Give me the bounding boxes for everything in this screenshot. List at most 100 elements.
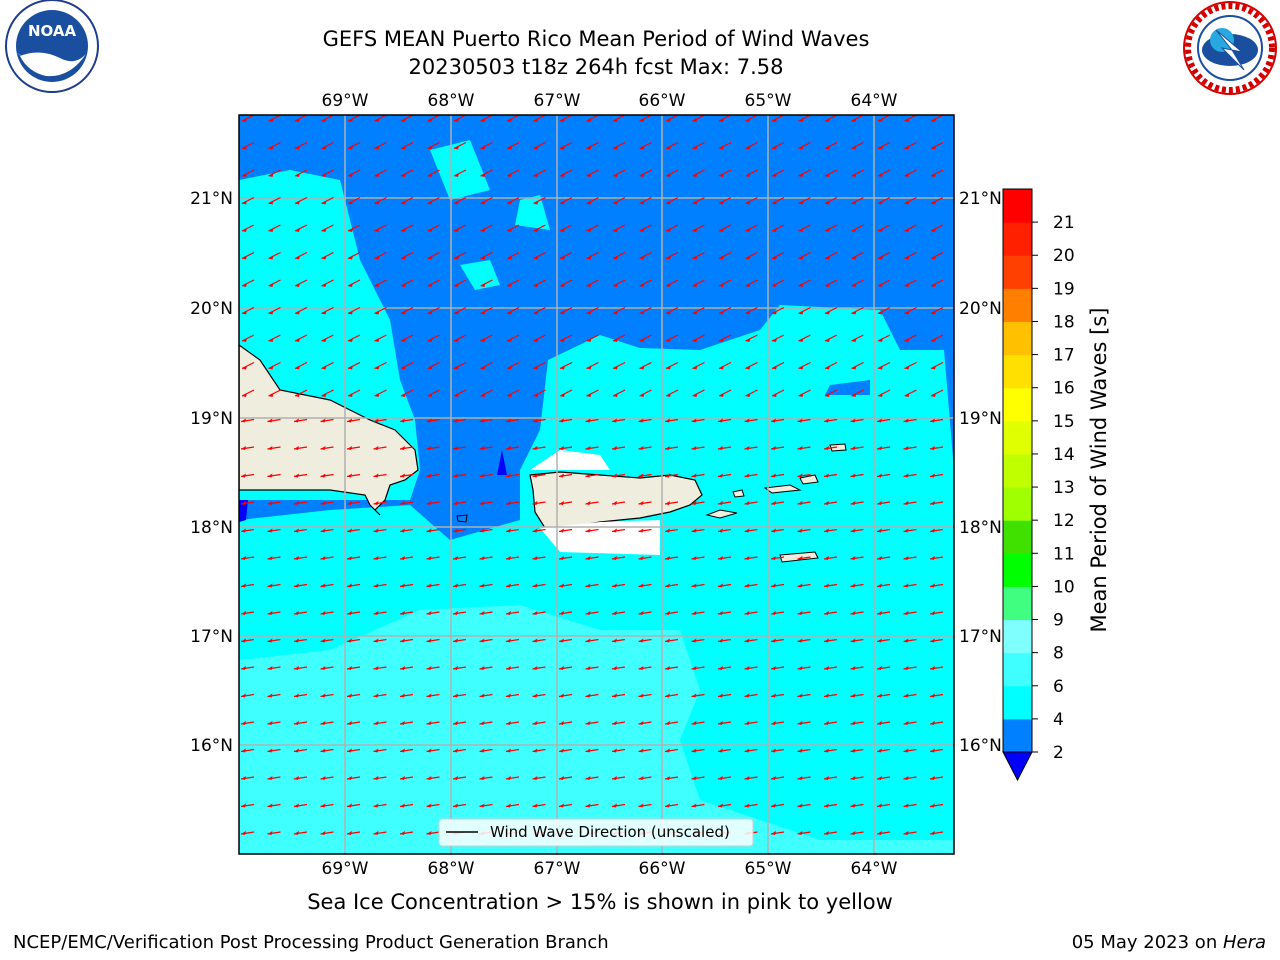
wind-arrow-head <box>718 748 723 753</box>
wind-arrow-head <box>771 556 776 560</box>
wind-arrow-head <box>427 145 433 150</box>
wind-arrow-head <box>479 556 485 560</box>
wind-arrow-head <box>585 638 591 643</box>
wind-arrow-head <box>903 638 909 643</box>
wind-arrow-head <box>294 666 299 670</box>
wind-arrow-head <box>241 803 246 808</box>
wind-arrow-head <box>771 803 776 808</box>
wind-arrow-head <box>320 583 326 588</box>
wind-arrow-head <box>930 693 935 698</box>
wind-arrow-head <box>295 393 300 397</box>
wind-arrow-head <box>426 446 432 450</box>
wind-arrow-head <box>824 666 829 670</box>
caption: Sea Ice Concentration > 15% is shown in … <box>307 890 893 914</box>
wind-arrow-head <box>426 528 432 533</box>
wind-arrow-head <box>532 638 538 643</box>
wind-arrow-head <box>666 283 671 287</box>
wind-arrow-head <box>904 283 910 287</box>
wind-arrow-head <box>507 283 512 287</box>
wind-arrow-head <box>850 803 856 808</box>
noaa-logo: NOAA <box>5 0 99 93</box>
wind-arrow-head <box>772 365 777 370</box>
wind-arrow-head <box>692 200 698 205</box>
wind-arrow-head <box>321 310 327 315</box>
wind-arrow-head <box>903 473 909 478</box>
wind-arrow-head <box>241 693 246 698</box>
wind-arrow-head <box>560 255 565 260</box>
wind-arrow-head <box>719 228 724 232</box>
lon-label-top: 65°W <box>745 91 792 111</box>
colorbar-segment <box>1003 453 1032 488</box>
wind-arrow-head <box>533 365 539 370</box>
colorbar: 2 4 6 8 9 10 11 12 13 14 15 16 17 18 19 20 21 <box>1002 188 1075 782</box>
wind-arrow-head <box>851 118 857 122</box>
wind-arrow-head <box>374 283 380 287</box>
wind-arrow-head <box>320 666 326 670</box>
wind-arrow-head <box>374 118 380 122</box>
wind-arrow-head <box>480 145 486 150</box>
wind-arrow-head <box>691 666 697 670</box>
wind-arrow-head <box>373 803 379 808</box>
wind-arrow-head <box>373 666 379 670</box>
wind-arrow-head <box>745 255 751 260</box>
wind-arrow-head <box>454 255 459 260</box>
wind-arrow-head <box>506 528 511 533</box>
lat-label-left: 17°N <box>190 627 233 647</box>
wind-arrow-head <box>294 528 299 533</box>
wind-arrow-head <box>877 748 882 753</box>
wind-arrow-head <box>718 528 723 533</box>
wind-arrow-head <box>401 365 406 370</box>
wind-arrow-head <box>612 418 617 423</box>
colorbar-tick-label: 6 <box>1053 677 1064 697</box>
wind-arrow-head <box>453 446 458 450</box>
wind-arrow-head <box>851 393 857 397</box>
wind-arrow-head <box>294 446 299 450</box>
wind-arrow-head <box>400 528 405 533</box>
wind-arrow-head <box>506 446 511 450</box>
wind-arrow-head <box>507 228 512 232</box>
wind-arrow-head <box>692 255 698 260</box>
wind-arrow-head <box>453 803 458 808</box>
wind-arrow-head <box>506 776 511 780</box>
wind-arrow-head <box>824 528 829 533</box>
wind-arrow-head <box>295 145 300 150</box>
wind-arrow-head <box>824 748 829 753</box>
wind-arrow-head <box>666 338 671 342</box>
wind-arrow-head <box>745 283 751 287</box>
wind-arrow-head <box>824 446 829 450</box>
wind-arrow-head <box>665 721 670 725</box>
colorbar-tick-label: 4 <box>1053 710 1064 730</box>
wind-arrow-head <box>798 338 804 342</box>
wind-arrow-head <box>904 338 910 342</box>
wind-arrow-head <box>294 501 299 505</box>
wind-arrow-head <box>585 528 591 533</box>
wind-arrow-head <box>931 118 936 122</box>
wind-arrow-head <box>294 776 299 780</box>
wind-arrow-head <box>533 310 539 315</box>
wind-arrow-head <box>691 473 697 478</box>
wind-arrow-head <box>267 721 273 725</box>
lat-label-right: 16°N <box>959 736 1002 756</box>
wind-arrow-head <box>267 501 273 505</box>
wind-arrow-head <box>851 173 857 177</box>
wind-arrow-head <box>347 528 352 533</box>
wind-arrow-head <box>612 748 617 753</box>
wind-arrow-head <box>771 446 776 450</box>
wind-arrow-head <box>559 803 564 808</box>
wind-arrow-head <box>612 666 617 670</box>
wind-arrow-head <box>427 393 433 397</box>
wind-arrow-head <box>904 393 910 397</box>
wind-arrow-head <box>427 283 433 287</box>
wind-arrow-head <box>904 228 910 232</box>
wind-arrow-head <box>586 310 592 315</box>
wind-arrow-head <box>479 693 485 698</box>
wind-arrow-head <box>479 803 485 808</box>
wind-arrow-head <box>532 501 538 505</box>
wind-arrow-head <box>294 638 299 643</box>
wind-arrow-head <box>797 501 803 505</box>
nws-logo <box>1183 1 1277 95</box>
wind-arrow-head <box>242 393 247 397</box>
wind-arrow-head <box>507 145 512 150</box>
colorbar-segment <box>1003 420 1032 455</box>
wind-arrow-head <box>426 748 432 753</box>
